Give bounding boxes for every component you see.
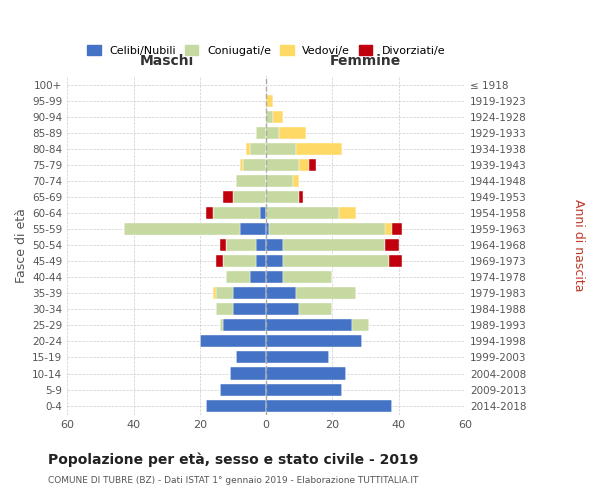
Bar [226, 272, 250, 283]
Bar [266, 384, 343, 396]
Bar [266, 304, 299, 316]
Bar [352, 320, 369, 332]
Bar [266, 160, 299, 172]
Bar [293, 176, 299, 188]
Bar [309, 160, 316, 172]
Bar [266, 368, 346, 380]
Bar [236, 352, 266, 364]
Text: COMUNE DI TUBRE (BZ) - Dati ISTAT 1° gennaio 2019 - Elaborazione TUTTITALIA.IT: COMUNE DI TUBRE (BZ) - Dati ISTAT 1° gen… [48, 476, 418, 485]
Bar [299, 160, 309, 172]
Bar [266, 256, 283, 268]
Bar [266, 96, 273, 108]
Bar [233, 192, 266, 203]
Bar [250, 144, 266, 156]
Bar [206, 208, 213, 220]
Bar [266, 144, 296, 156]
Bar [206, 400, 266, 411]
Bar [299, 192, 302, 203]
Text: Femmine: Femmine [330, 54, 401, 68]
Bar [266, 240, 283, 252]
Bar [269, 224, 386, 235]
Bar [266, 176, 293, 188]
Bar [239, 224, 266, 235]
Bar [256, 240, 266, 252]
Bar [283, 240, 385, 252]
Bar [339, 208, 356, 220]
Bar [266, 192, 299, 203]
Bar [266, 208, 339, 220]
Bar [266, 352, 329, 364]
Bar [256, 256, 266, 268]
Bar [385, 224, 392, 235]
Bar [200, 336, 266, 347]
Bar [217, 256, 223, 268]
Text: Popolazione per età, sesso e stato civile - 2019: Popolazione per età, sesso e stato civil… [48, 452, 418, 467]
Bar [223, 192, 233, 203]
Bar [266, 272, 283, 283]
Bar [280, 128, 306, 140]
Bar [266, 400, 392, 411]
Bar [246, 144, 250, 156]
Bar [230, 368, 266, 380]
Bar [385, 240, 399, 252]
Bar [124, 224, 239, 235]
Bar [283, 272, 332, 283]
Bar [266, 128, 280, 140]
Bar [266, 288, 296, 300]
Bar [392, 224, 402, 235]
Bar [239, 160, 243, 172]
Bar [233, 288, 266, 300]
Bar [243, 160, 266, 172]
Bar [217, 304, 233, 316]
Bar [296, 288, 356, 300]
Bar [213, 208, 260, 220]
Bar [283, 256, 389, 268]
Bar [266, 224, 269, 235]
Y-axis label: Anni di nascita: Anni di nascita [572, 199, 585, 292]
Bar [233, 304, 266, 316]
Bar [389, 256, 402, 268]
Bar [226, 240, 256, 252]
Bar [266, 336, 362, 347]
Bar [220, 240, 226, 252]
Bar [260, 208, 266, 220]
Bar [236, 176, 266, 188]
Bar [220, 320, 223, 332]
Bar [299, 304, 332, 316]
Y-axis label: Fasce di età: Fasce di età [15, 208, 28, 283]
Bar [220, 384, 266, 396]
Bar [273, 112, 283, 124]
Text: Maschi: Maschi [140, 54, 194, 68]
Bar [223, 256, 256, 268]
Bar [213, 288, 217, 300]
Bar [266, 112, 273, 124]
Bar [223, 320, 266, 332]
Bar [266, 320, 352, 332]
Bar [217, 288, 233, 300]
Bar [296, 144, 343, 156]
Legend: Celibi/Nubili, Coniugati/e, Vedovi/e, Divorziati/e: Celibi/Nubili, Coniugati/e, Vedovi/e, Di… [83, 40, 449, 60]
Bar [256, 128, 266, 140]
Bar [250, 272, 266, 283]
